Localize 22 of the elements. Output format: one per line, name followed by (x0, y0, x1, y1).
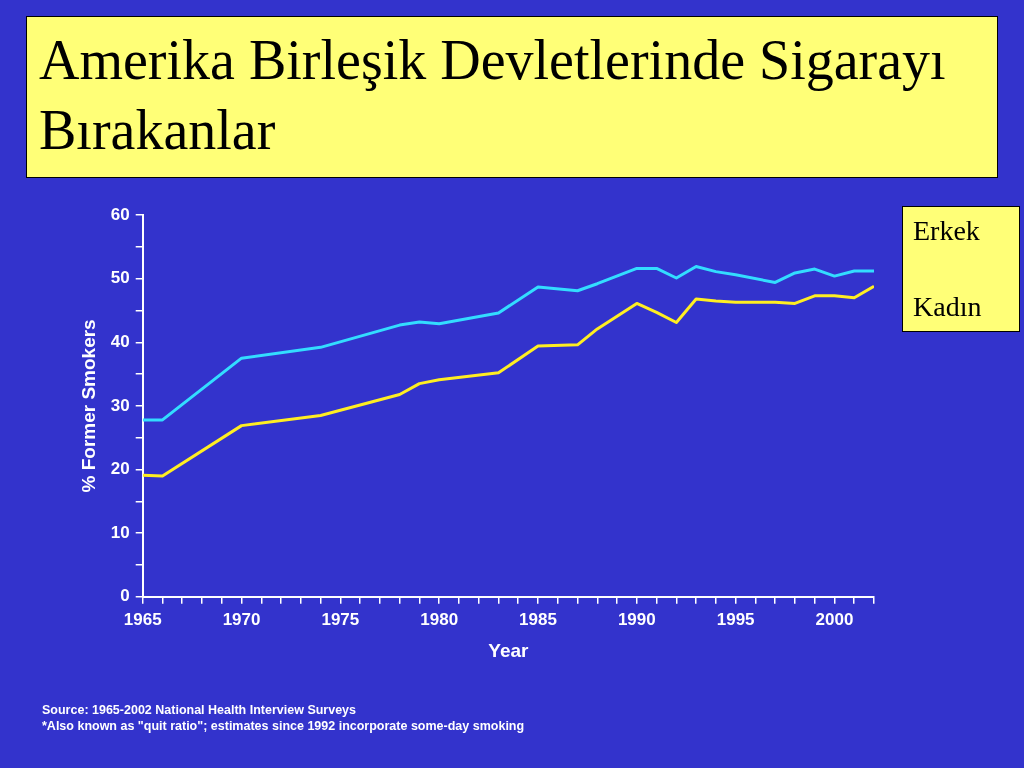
y-tick-label: 30 (110, 395, 130, 415)
chart-title: Amerika Birleşik Devletlerinde Sigarayı Bırakanlar (26, 16, 998, 178)
text: *Also known as "quit ratio"; estimates since 1992 incorporate some-day smoking (42, 718, 525, 734)
x-axis-title: Year (488, 639, 530, 661)
x-tick-label: 1965 (123, 609, 162, 629)
y-tick-label: 40 (110, 331, 130, 351)
y-tick-label: 0 (120, 586, 130, 606)
x-tick-label: 1975 (321, 609, 360, 629)
x-tick-label: 1990 (617, 609, 656, 629)
x-tick-label: 1995 (716, 609, 755, 629)
y-tick-label: 50 (110, 268, 130, 288)
y-axis-title: % Former Smokers (77, 319, 99, 493)
x-tick-label: 2000 (815, 609, 854, 629)
x-tick-label: 1980 (420, 609, 459, 629)
source-note: Source: 1965-2002 National Health Interview Surveys (42, 702, 358, 718)
x-tick-label: 1985 (519, 609, 557, 629)
series-label: Kadın (913, 291, 982, 323)
y-tick-label: 20 (110, 459, 130, 479)
y-tick-label: 60 (110, 204, 130, 224)
series-label: Erkek (913, 215, 980, 247)
y-tick-label: 10 (110, 522, 130, 542)
x-tick-label: 1970 (222, 609, 261, 629)
